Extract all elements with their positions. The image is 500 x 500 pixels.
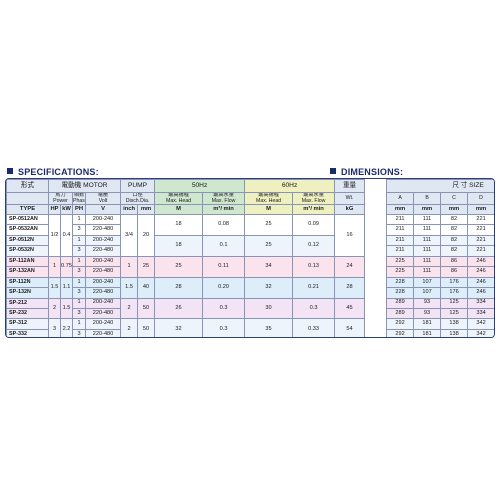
flow50-unit: m³/ min [202,204,246,215]
table-row: SP-112N 1.5 1.1 1 200-240 1.5 40 28 0.20… [6,276,494,299]
disch-header: 口徑 Disch.Dia. [120,192,156,205]
m50-unit: M [154,204,204,215]
dim-col-a: A [386,192,415,205]
kw-unit: kW [60,204,73,215]
table-row: SP-312 3 2.2 1 200-240 2 50 32 0.3 35 0.… [6,318,494,337]
hz60-header: 60Hz [244,179,336,193]
specifications-heading: SPECIFICATIONS: [7,167,99,177]
dimensions-heading: DIMENSIONS: [330,167,403,177]
head60-header: 最高揚程 Max. Head [244,192,294,205]
power-header: 馬力 Power [48,192,73,205]
bullet-square-icon [7,168,13,174]
head50-header: 最高揚程 Max. Head [154,192,204,205]
size-header: 尺 寸 SIZE [386,179,494,193]
mm-unit: mm [137,204,156,215]
v-unit: V [84,204,122,215]
flow60-unit: m³/ min [292,204,336,215]
inch-unit: inch [120,204,139,215]
dim-col-d: D [467,192,494,205]
spec-table-frame: 形式 電動機 MOTOR PUMP 50Hz 60Hz 重量 尺 寸 SIZE … [5,178,495,338]
volt-header: 電壓 Volt [84,192,122,205]
flow60-header: 最高水量 Max. Flow [292,192,336,205]
hp-unit: HP [48,204,61,215]
hz50-header: 50Hz [154,179,246,193]
dim-col-b: B [413,192,442,205]
pump-header: PUMP [120,179,156,193]
table-row: SP-112AN 1 0.75 1 200-240 1 25 25 0.11 3… [6,255,494,278]
m60-unit: M [244,204,294,215]
type-header: TYPE [6,204,49,215]
motor-header: 電動機 MOTOR [47,179,122,193]
phase-header: 相數Phase [72,192,86,205]
table-row: SP-0512N 1 200-240 18 0.1 25 0.12 211 111… [6,234,494,257]
dim-col-c: C [440,192,469,205]
flow50-header: 最高水量 Max. Flow [202,192,246,205]
bullet-square-icon [330,168,336,174]
type-header-cn: 形式 [6,179,49,193]
table-row: SP-0512AN 1/2 0.4 1 200-240 3/4 20 18 0.… [6,213,494,257]
ph-unit: PH [72,204,86,215]
kg-unit: kG [334,204,366,215]
weight-header-cn: 重量 [334,179,366,193]
spec-table: 形式 電動機 MOTOR PUMP 50Hz 60Hz 重量 尺 寸 SIZE … [6,179,494,337]
table-row: SP-212 2 1.5 1 200-240 2 50 26 0.3 30 0.… [6,297,494,320]
wt-header: Wt. [334,192,366,205]
